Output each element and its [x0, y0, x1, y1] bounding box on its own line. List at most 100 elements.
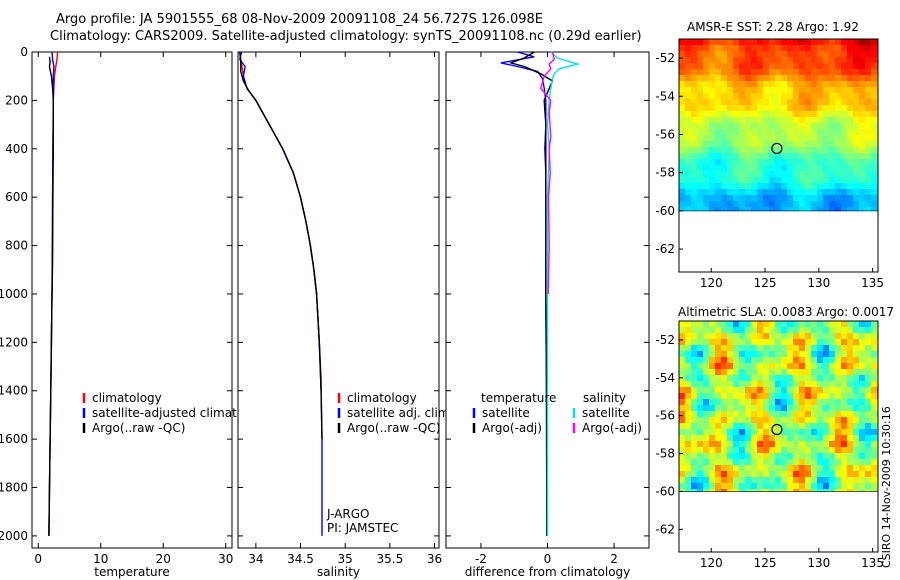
- sst-map-cell: [799, 189, 806, 196]
- sst-map-cell: [721, 195, 728, 202]
- sst-map-cell: [775, 153, 782, 160]
- sla-map-cell: [769, 375, 776, 382]
- sla-map-cell: [793, 339, 800, 346]
- sla-map-cell: [715, 387, 722, 394]
- sla-map-cell: [805, 477, 812, 484]
- sla-map-cell: [709, 357, 716, 364]
- sla-map-xtick-label: 130: [807, 556, 830, 570]
- sst-map-cell: [715, 99, 722, 106]
- sst-map-cell: [793, 159, 800, 166]
- sst-map-cell: [739, 123, 746, 130]
- sla-map-cell: [811, 327, 818, 334]
- sla-map-cell: [859, 351, 866, 358]
- sst-map-cell: [835, 93, 842, 100]
- sst-map-cell: [763, 171, 770, 178]
- sla-map-cell: [871, 423, 878, 430]
- sla-map-cell: [775, 483, 782, 490]
- sst-map-cell: [751, 87, 758, 94]
- sla-map-cell: [793, 453, 800, 460]
- sst-map-cell: [751, 45, 758, 52]
- sst-map-cell: [775, 111, 782, 118]
- sla-map-cell: [805, 369, 812, 376]
- sla-map-cell: [715, 333, 722, 340]
- sst-map-cell: [763, 195, 770, 202]
- sst-map-cell: [703, 159, 710, 166]
- sla-map-cell: [781, 477, 788, 484]
- sst-map-cell: [847, 87, 854, 94]
- sst-map-cell: [775, 123, 782, 130]
- sla-map-cell: [739, 435, 746, 442]
- sla-map-cell: [751, 447, 758, 454]
- sst-map-cell: [733, 99, 740, 106]
- sst-map-cell: [709, 117, 716, 124]
- sst-map-cell: [799, 81, 806, 88]
- sst-map-cell: [757, 123, 764, 130]
- sla-map-cell: [829, 333, 836, 340]
- sla-map-cell: [811, 369, 818, 376]
- sla-map-cell: [799, 399, 806, 406]
- sst-map-cell: [691, 57, 698, 64]
- sst-map-cell: [691, 135, 698, 142]
- sst-map-cell: [691, 189, 698, 196]
- sst-map-cell: [757, 93, 764, 100]
- sst-map-cell: [763, 105, 770, 112]
- sst-map-cell: [769, 111, 776, 118]
- sla-map-cell: [793, 357, 800, 364]
- sst-map-cell: [679, 69, 686, 76]
- sst-map-cell: [727, 129, 734, 136]
- sst-map-cell: [679, 63, 686, 70]
- sst-map-cell: [745, 99, 752, 106]
- sst-map-cell: [835, 39, 842, 46]
- sla-map-cell: [859, 405, 866, 412]
- sst-map-cell: [841, 117, 848, 124]
- sla-map-cell: [703, 483, 710, 490]
- sla-map-cell: [781, 333, 788, 340]
- sla-map-title: Altimetric SLA: 0.0083 Argo: 0.0017: [678, 305, 894, 319]
- sst-map-cell: [835, 69, 842, 76]
- sla-map-cell: [823, 411, 830, 418]
- sst-map-cell: [757, 135, 764, 142]
- sst-map-cell: [859, 105, 866, 112]
- sst-map-cell: [739, 147, 746, 154]
- sla-map-cell: [829, 321, 836, 328]
- sst-map-cell: [871, 69, 878, 76]
- sla-map-cell: [859, 321, 866, 328]
- sla-map-cell: [865, 387, 872, 394]
- sst-map-cell: [691, 69, 698, 76]
- sst-map-cell: [769, 75, 776, 82]
- sst-map-cell: [817, 201, 824, 208]
- sla-map-cell: [715, 363, 722, 370]
- sst-map-cell: [751, 99, 758, 106]
- diff-legend-0-1-label: Argo(-adj): [482, 421, 542, 435]
- sst-map-cell: [745, 63, 752, 70]
- sla-map-cell: [697, 369, 704, 376]
- sst-map-cell: [685, 147, 692, 154]
- sla-map-cell: [871, 465, 878, 472]
- sla-map-cell: [787, 333, 794, 340]
- sst-map-cell: [865, 51, 872, 58]
- sst-map-cell: [709, 93, 716, 100]
- sst-map-cell: [793, 153, 800, 160]
- sla-map-cell: [679, 381, 686, 388]
- sst-map-cell: [685, 207, 692, 212]
- sla-map-cell: [811, 399, 818, 406]
- sla-map-cell: [697, 351, 704, 358]
- sst-map-cell: [841, 147, 848, 154]
- sst-map-cell: [805, 147, 812, 154]
- sla-map-cell: [853, 369, 860, 376]
- sst-map-cell: [721, 63, 728, 70]
- sst-map-cell: [745, 141, 752, 148]
- sla-map-cell: [751, 393, 758, 400]
- sla-map-cell: [763, 381, 770, 388]
- sla-map-cell: [859, 429, 866, 436]
- sst-map-cell: [745, 189, 752, 196]
- sla-map-cell: [793, 351, 800, 358]
- sst-map-cell: [757, 111, 764, 118]
- sst-map-cell: [859, 57, 866, 64]
- sla-map-cell: [853, 477, 860, 484]
- sst-map-cell: [793, 183, 800, 190]
- sst-map-cell: [853, 57, 860, 64]
- sst-map-cell: [727, 195, 734, 202]
- sst-map-cell: [751, 117, 758, 124]
- salinity-xtick-label: 36: [427, 552, 442, 566]
